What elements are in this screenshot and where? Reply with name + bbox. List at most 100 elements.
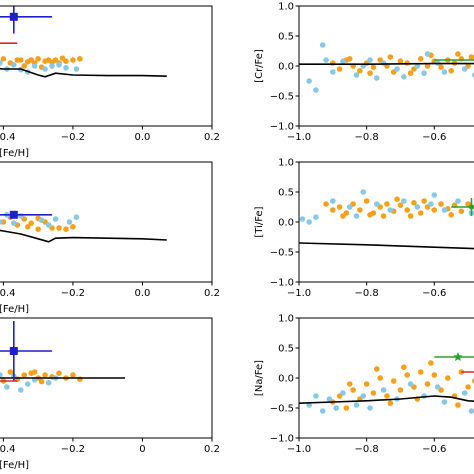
- data-point: [336, 66, 343, 72]
- square-marker: [9, 347, 18, 355]
- data-point: [323, 201, 329, 207]
- data-point: [0, 372, 3, 378]
- data-point: [360, 393, 367, 399]
- data-point: [377, 375, 383, 381]
- data-point: [384, 393, 390, 399]
- data-point: [49, 63, 55, 69]
- data-point: [370, 64, 377, 70]
- y-axis-label: [Cr/Fe]: [254, 49, 265, 83]
- data-point: [417, 56, 424, 62]
- data-point: [24, 224, 31, 230]
- data-point: [441, 69, 448, 75]
- data-point: [404, 60, 411, 66]
- data-point: [380, 387, 387, 393]
- data-point: [17, 57, 24, 63]
- data-point: [455, 198, 461, 204]
- x-tick-label: −0.2: [61, 444, 85, 455]
- data-point: [431, 372, 438, 378]
- x-tick-label: 0: [139, 444, 145, 455]
- y-axis-label: [Na/Fe]: [254, 360, 265, 396]
- y-tick-label: 0.5: [278, 188, 294, 199]
- data-point: [73, 214, 80, 220]
- data-point: [468, 408, 474, 414]
- series-0: [330, 360, 474, 411]
- data-point: [313, 214, 319, 220]
- data-point: [461, 66, 468, 72]
- series-1: [299, 189, 474, 225]
- x-tick-label: −0.2: [61, 132, 85, 143]
- data-point: [330, 207, 336, 213]
- data-point: [455, 402, 461, 408]
- data-point: [370, 390, 377, 396]
- data-point: [70, 224, 76, 230]
- data-point: [424, 51, 431, 57]
- x-tick-label: −0.6: [422, 444, 446, 455]
- data-point: [28, 220, 34, 226]
- data-point: [373, 75, 380, 81]
- data-point: [387, 400, 394, 407]
- data-point: [24, 381, 31, 387]
- series-0: [0, 369, 83, 385]
- data-point: [346, 56, 353, 62]
- model-line: [299, 62, 474, 65]
- data-point: [458, 208, 465, 214]
- axes-frame: [0, 317, 213, 439]
- data-point: [330, 69, 336, 75]
- data-point: [397, 58, 404, 64]
- data-point: [401, 364, 407, 371]
- data-point: [394, 66, 400, 72]
- data-point: [448, 68, 454, 74]
- data-point: [367, 57, 373, 63]
- plot-area: [299, 42, 474, 93]
- star-marker: [453, 352, 463, 362]
- data-point: [357, 207, 363, 213]
- data-point: [357, 68, 363, 74]
- data-point: [424, 381, 431, 387]
- data-point: [401, 198, 407, 204]
- data-point: [373, 201, 380, 207]
- series-1: [306, 381, 474, 414]
- data-point: [63, 226, 69, 232]
- data-point: [0, 60, 3, 66]
- x-axis-label: [Fe/H]: [0, 460, 29, 471]
- data-point: [417, 210, 424, 216]
- data-point: [421, 70, 427, 76]
- panel-right-3: −1.0 −0.8 −0.6 −1.0 −0.5 0.0 0.5 1.0 [Na/Fe]: [254, 314, 474, 455]
- data-point: [326, 396, 333, 402]
- model-line: [0, 229, 167, 243]
- data-point: [45, 222, 52, 228]
- data-point: [31, 63, 38, 69]
- plot-area: [0, 210, 167, 243]
- data-point: [70, 57, 76, 63]
- data-point: [434, 384, 441, 390]
- data-point: [56, 370, 62, 377]
- data-point: [350, 387, 356, 393]
- x-tick-label: −1.0: [287, 132, 311, 143]
- panel-right-2: −1.0 −0.8 −0.6 −1.0 −0.5 0.0 0.5 1.0 [Ti/Fe]: [254, 158, 474, 299]
- data-point: [397, 387, 404, 393]
- x-tick-label: 0.2: [204, 132, 220, 143]
- data-point: [63, 58, 69, 64]
- data-point: [441, 207, 448, 213]
- plot-area: [0, 6, 167, 78]
- data-point: [428, 201, 434, 207]
- data-point: [24, 59, 31, 65]
- data-point: [414, 63, 421, 69]
- data-point: [330, 198, 336, 204]
- model-line: [299, 395, 474, 404]
- data-point: [45, 380, 52, 386]
- series-1: [0, 60, 80, 75]
- plot-area: [299, 352, 474, 414]
- data-point: [373, 366, 380, 372]
- data-point: [414, 204, 421, 210]
- data-point: [431, 192, 438, 198]
- data-point: [323, 57, 329, 63]
- y-tick-label: 0.0: [278, 218, 294, 229]
- data-point: [56, 225, 62, 231]
- square-marker: [9, 210, 18, 219]
- series-0: [0, 55, 83, 70]
- data-point: [353, 72, 360, 78]
- y-tick-label: −0.5: [270, 404, 294, 415]
- data-point: [63, 65, 69, 71]
- y-tick-label: 1.0: [278, 158, 294, 169]
